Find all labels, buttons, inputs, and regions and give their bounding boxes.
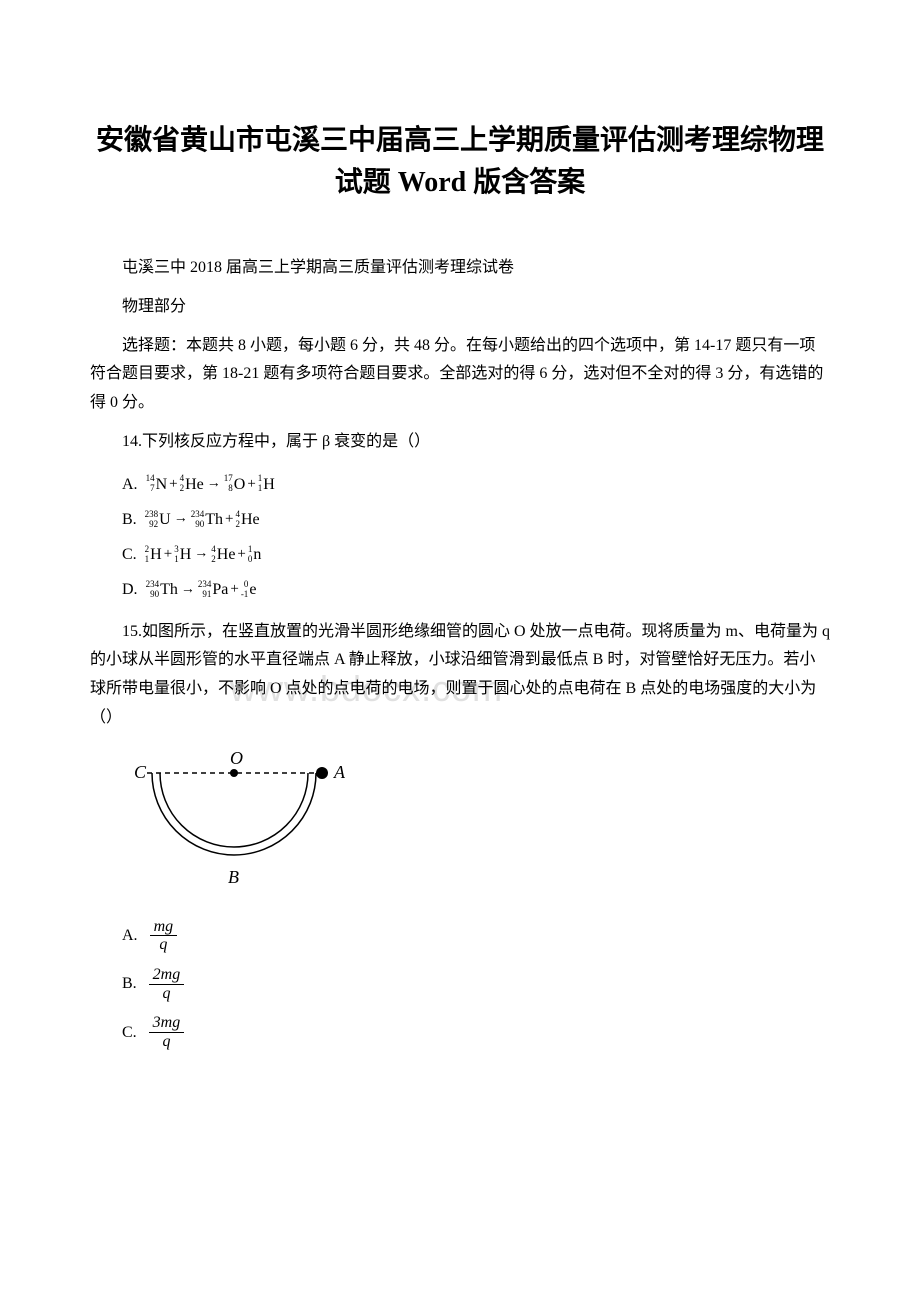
- nuclear-equation: 23892U → 23490Th + 42He: [145, 502, 260, 537]
- section-heading: 物理部分: [90, 293, 830, 322]
- q15-option-b: B. 2mg q: [90, 966, 830, 1002]
- instructions: 选择题：本题共 8 小题，每小题 6 分，共 48 分。在每小题给出的四个选项中…: [90, 332, 830, 418]
- fraction: 3mg q: [149, 1014, 185, 1050]
- option-label: B.: [122, 502, 137, 537]
- label-a: A: [333, 762, 346, 782]
- label-b: B: [228, 867, 239, 887]
- q14-option-a: A. 147N + 42He → 178O + 11H: [90, 467, 830, 502]
- nuclear-equation: 21H + 31H → 42He + 10n: [145, 537, 262, 572]
- fraction: 2mg q: [149, 966, 185, 1002]
- fraction: mg q: [150, 918, 178, 954]
- label-c: C: [134, 762, 147, 782]
- option-label: B.: [122, 966, 137, 1001]
- q15-option-a: A. mg q: [90, 918, 830, 954]
- subtitle: 屯溪三中 2018 届高三上学期高三质量评估测考理综试卷: [90, 254, 830, 283]
- nuclear-equation: 147N + 42He → 178O + 11H: [146, 467, 275, 502]
- q14-stem: 14.下列核反应方程中，属于 β 衰变的是（）: [90, 428, 830, 457]
- q14-option-b: B. 23892U → 23490Th + 42He: [90, 502, 830, 537]
- nuclear-equation: 23490Th → 23491Pa + 0-1e: [146, 572, 257, 607]
- q14-option-c: C. 21H + 31H → 42He + 10n: [90, 537, 830, 572]
- q14-option-d: D. 23490Th → 23491Pa + 0-1e: [90, 572, 830, 607]
- option-label: A.: [122, 467, 138, 502]
- q15-diagram: C O A B: [90, 748, 830, 903]
- q15-stem: 15.如图所示，在竖直放置的光滑半圆形绝缘细管的圆心 O 处放一点电荷。现将质量…: [90, 618, 830, 733]
- q15-option-c: C. 3mg q: [90, 1014, 830, 1050]
- label-o: O: [230, 748, 243, 768]
- document-title: 安徽省黄山市屯溪三中届高三上学期质量评估测考理综物理试题 Word 版含答案: [90, 120, 830, 204]
- option-label: D.: [122, 572, 138, 607]
- option-label: C.: [122, 1015, 137, 1050]
- option-label: A.: [122, 918, 138, 953]
- option-label: C.: [122, 537, 137, 572]
